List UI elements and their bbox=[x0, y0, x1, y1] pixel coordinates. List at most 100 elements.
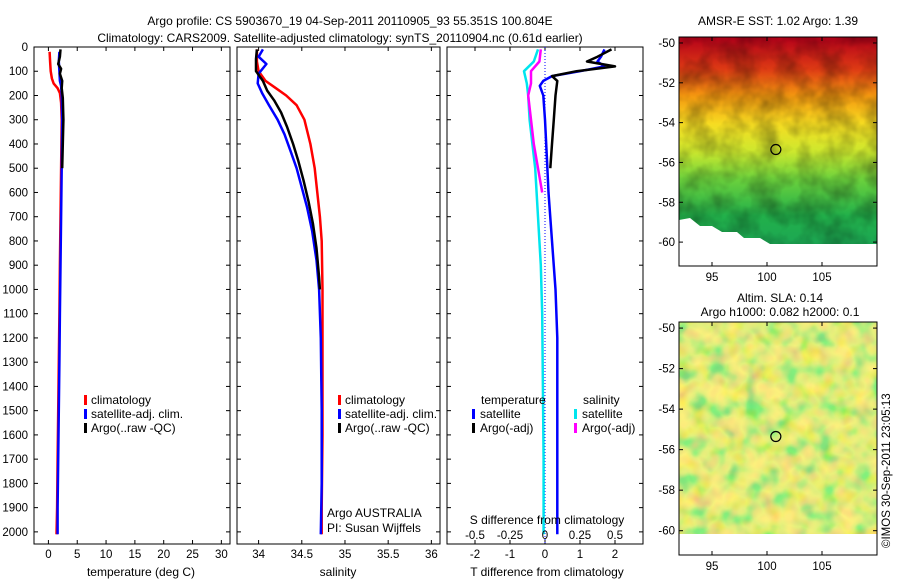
x-tick-label: -1 bbox=[505, 549, 515, 561]
temperature-x-axis: 0 5 10 15 20 25 30 bbox=[45, 47, 228, 561]
depth-tick-label: 0 bbox=[22, 42, 28, 54]
map-y-tick-label: -60 bbox=[658, 526, 675, 538]
map-x-tick-label: 100 bbox=[757, 272, 776, 284]
legend-label: satellite-adj. clim. bbox=[345, 407, 437, 421]
salinity-y-ticks bbox=[237, 46, 440, 533]
depth-tick-label: 2000 bbox=[2, 527, 28, 539]
map-y-tick-label: -52 bbox=[658, 78, 675, 90]
x-tick-label: 30 bbox=[215, 549, 228, 561]
legend-swatch bbox=[574, 409, 577, 419]
x-tick-label: 2 bbox=[612, 549, 618, 561]
map-x-tick-label: 105 bbox=[812, 272, 831, 284]
temperature-plot-frame bbox=[33, 46, 231, 545]
map-y-tick-label: -60 bbox=[658, 237, 675, 249]
depth-axis: 0 100 200 300 400 500 600 700 800 900 1000 1100 1200… bbox=[2, 42, 230, 539]
x-tick-label: 0 bbox=[45, 549, 51, 561]
salinity-series bbox=[254, 48, 324, 535]
sst-map: AMSR-E SST: 1.02 Argo: 1.39 95 100 105 -50 -… bbox=[658, 14, 878, 284]
difference-legend: temperature salinitysatelliteArgo(-adj)sa… bbox=[472, 393, 635, 435]
legend-swatch bbox=[84, 423, 87, 433]
temperature-series bbox=[48, 49, 65, 535]
salinity-axis-label: salinity bbox=[320, 565, 357, 579]
depth-tick-label: 1700 bbox=[2, 454, 28, 466]
map-y-tick-label: -54 bbox=[658, 404, 675, 416]
difference-series bbox=[522, 47, 617, 544]
legend-swatch bbox=[574, 423, 577, 433]
legend-heading: salinity bbox=[583, 393, 620, 407]
legend-swatch bbox=[472, 409, 475, 419]
legend-label: climatology bbox=[91, 393, 151, 407]
figure-title-line1: Argo profile: CS 5903670_19 04-Sep-2011 … bbox=[147, 14, 552, 28]
series-line bbox=[255, 49, 324, 535]
depth-tick-label: 400 bbox=[9, 139, 28, 151]
depth-tick-label: 1000 bbox=[2, 284, 28, 296]
map-x-tick-label: 95 bbox=[706, 561, 719, 573]
x-tick-label: 34.5 bbox=[291, 549, 313, 561]
series-line bbox=[538, 48, 606, 535]
map-y-tick-label: -52 bbox=[658, 364, 675, 376]
depth-tick-label: 200 bbox=[9, 90, 28, 102]
legend-label: Argo(-adj) bbox=[582, 421, 635, 435]
x-tick-label: -2 bbox=[470, 549, 480, 561]
depth-tick-label: 500 bbox=[9, 163, 28, 175]
depth-tick-label: 900 bbox=[9, 260, 28, 272]
legend-swatch bbox=[84, 409, 87, 419]
sla-map-axes: 95 100 105 -50 -52 -54 -56 -58 -60 bbox=[658, 322, 877, 573]
salinity-plot-frame bbox=[236, 46, 441, 545]
depth-tick-label: 700 bbox=[9, 212, 28, 224]
top-tick-label: 0.5 bbox=[607, 530, 623, 542]
top-tick-label: 0 bbox=[542, 530, 548, 542]
sla-map-frame bbox=[678, 321, 878, 556]
difference-panel: -2 -1 0 1 2 S difference from climatology -0… bbox=[446, 46, 644, 579]
x-tick-label: 0 bbox=[542, 549, 548, 561]
legend-heading: temperature bbox=[481, 393, 546, 407]
x-tick-label: 20 bbox=[157, 549, 170, 561]
x-tick-label: 1 bbox=[577, 549, 583, 561]
legend-swatch bbox=[472, 423, 475, 433]
series-line bbox=[56, 51, 64, 535]
legend-label: satellite-adj. clim. bbox=[91, 407, 183, 421]
depth-tick-label: 1300 bbox=[2, 357, 28, 369]
x-tick-label: 34 bbox=[252, 549, 265, 561]
sst-map-title: AMSR-E SST: 1.02 Argo: 1.39 bbox=[698, 14, 858, 28]
series-line bbox=[522, 48, 545, 535]
depth-tick-label: 800 bbox=[9, 236, 28, 248]
depth-tick-label: 1200 bbox=[2, 333, 28, 345]
legend-label: satellite bbox=[582, 407, 623, 421]
temperature-panel: 0100200300400500600700800900100011001200… bbox=[2, 42, 231, 579]
top-tick-label: -0.5 bbox=[465, 530, 485, 542]
legend-swatch bbox=[338, 395, 341, 405]
series-line bbox=[549, 48, 617, 169]
x-tick-label: 15 bbox=[128, 549, 141, 561]
legend-label: satellite bbox=[480, 407, 521, 421]
t-difference-axis-label: T difference from climatology bbox=[470, 565, 624, 579]
sst-map-image bbox=[679, 37, 877, 266]
map-y-tick-label: -58 bbox=[658, 485, 675, 497]
legend-label: Argo(..raw -QC) bbox=[91, 421, 176, 435]
map-y-tick-label: -54 bbox=[658, 118, 675, 130]
sla-map-title-line1: Altim. SLA: 0.14 bbox=[737, 291, 823, 305]
salinity-panel: 34 34.5 35 35.5 36 salinity climatologysatel… bbox=[236, 46, 441, 579]
map-y-tick-label: -56 bbox=[658, 445, 675, 457]
sst-map-axes: 95 100 105 -50 -52 -54 -56 -58 -60 bbox=[658, 37, 877, 284]
x-tick-label: 36 bbox=[425, 549, 438, 561]
map-y-tick-label: -50 bbox=[658, 323, 675, 335]
sst-float-marker bbox=[770, 143, 782, 156]
salinity-x-axis: 34 34.5 35 35.5 36 bbox=[252, 47, 438, 561]
legend-swatch bbox=[338, 423, 341, 433]
difference-y-ticks bbox=[447, 46, 643, 533]
legend-label: climatology bbox=[345, 393, 405, 407]
depth-tick-label: 100 bbox=[9, 66, 28, 78]
x-tick-label: 5 bbox=[74, 549, 80, 561]
top-tick-label: 0.25 bbox=[569, 530, 591, 542]
map-x-tick-label: 95 bbox=[706, 272, 719, 284]
sla-float-marker bbox=[770, 430, 782, 443]
legend-label: Argo(-adj) bbox=[480, 421, 533, 435]
map-x-tick-label: 100 bbox=[757, 561, 776, 573]
argo-pi-label: PI: Susan Wijffels bbox=[327, 521, 421, 535]
figure-title-line2: Climatology: CARS2009. Satellite-adjuste… bbox=[97, 31, 582, 45]
map-y-tick-label: -56 bbox=[658, 157, 675, 169]
